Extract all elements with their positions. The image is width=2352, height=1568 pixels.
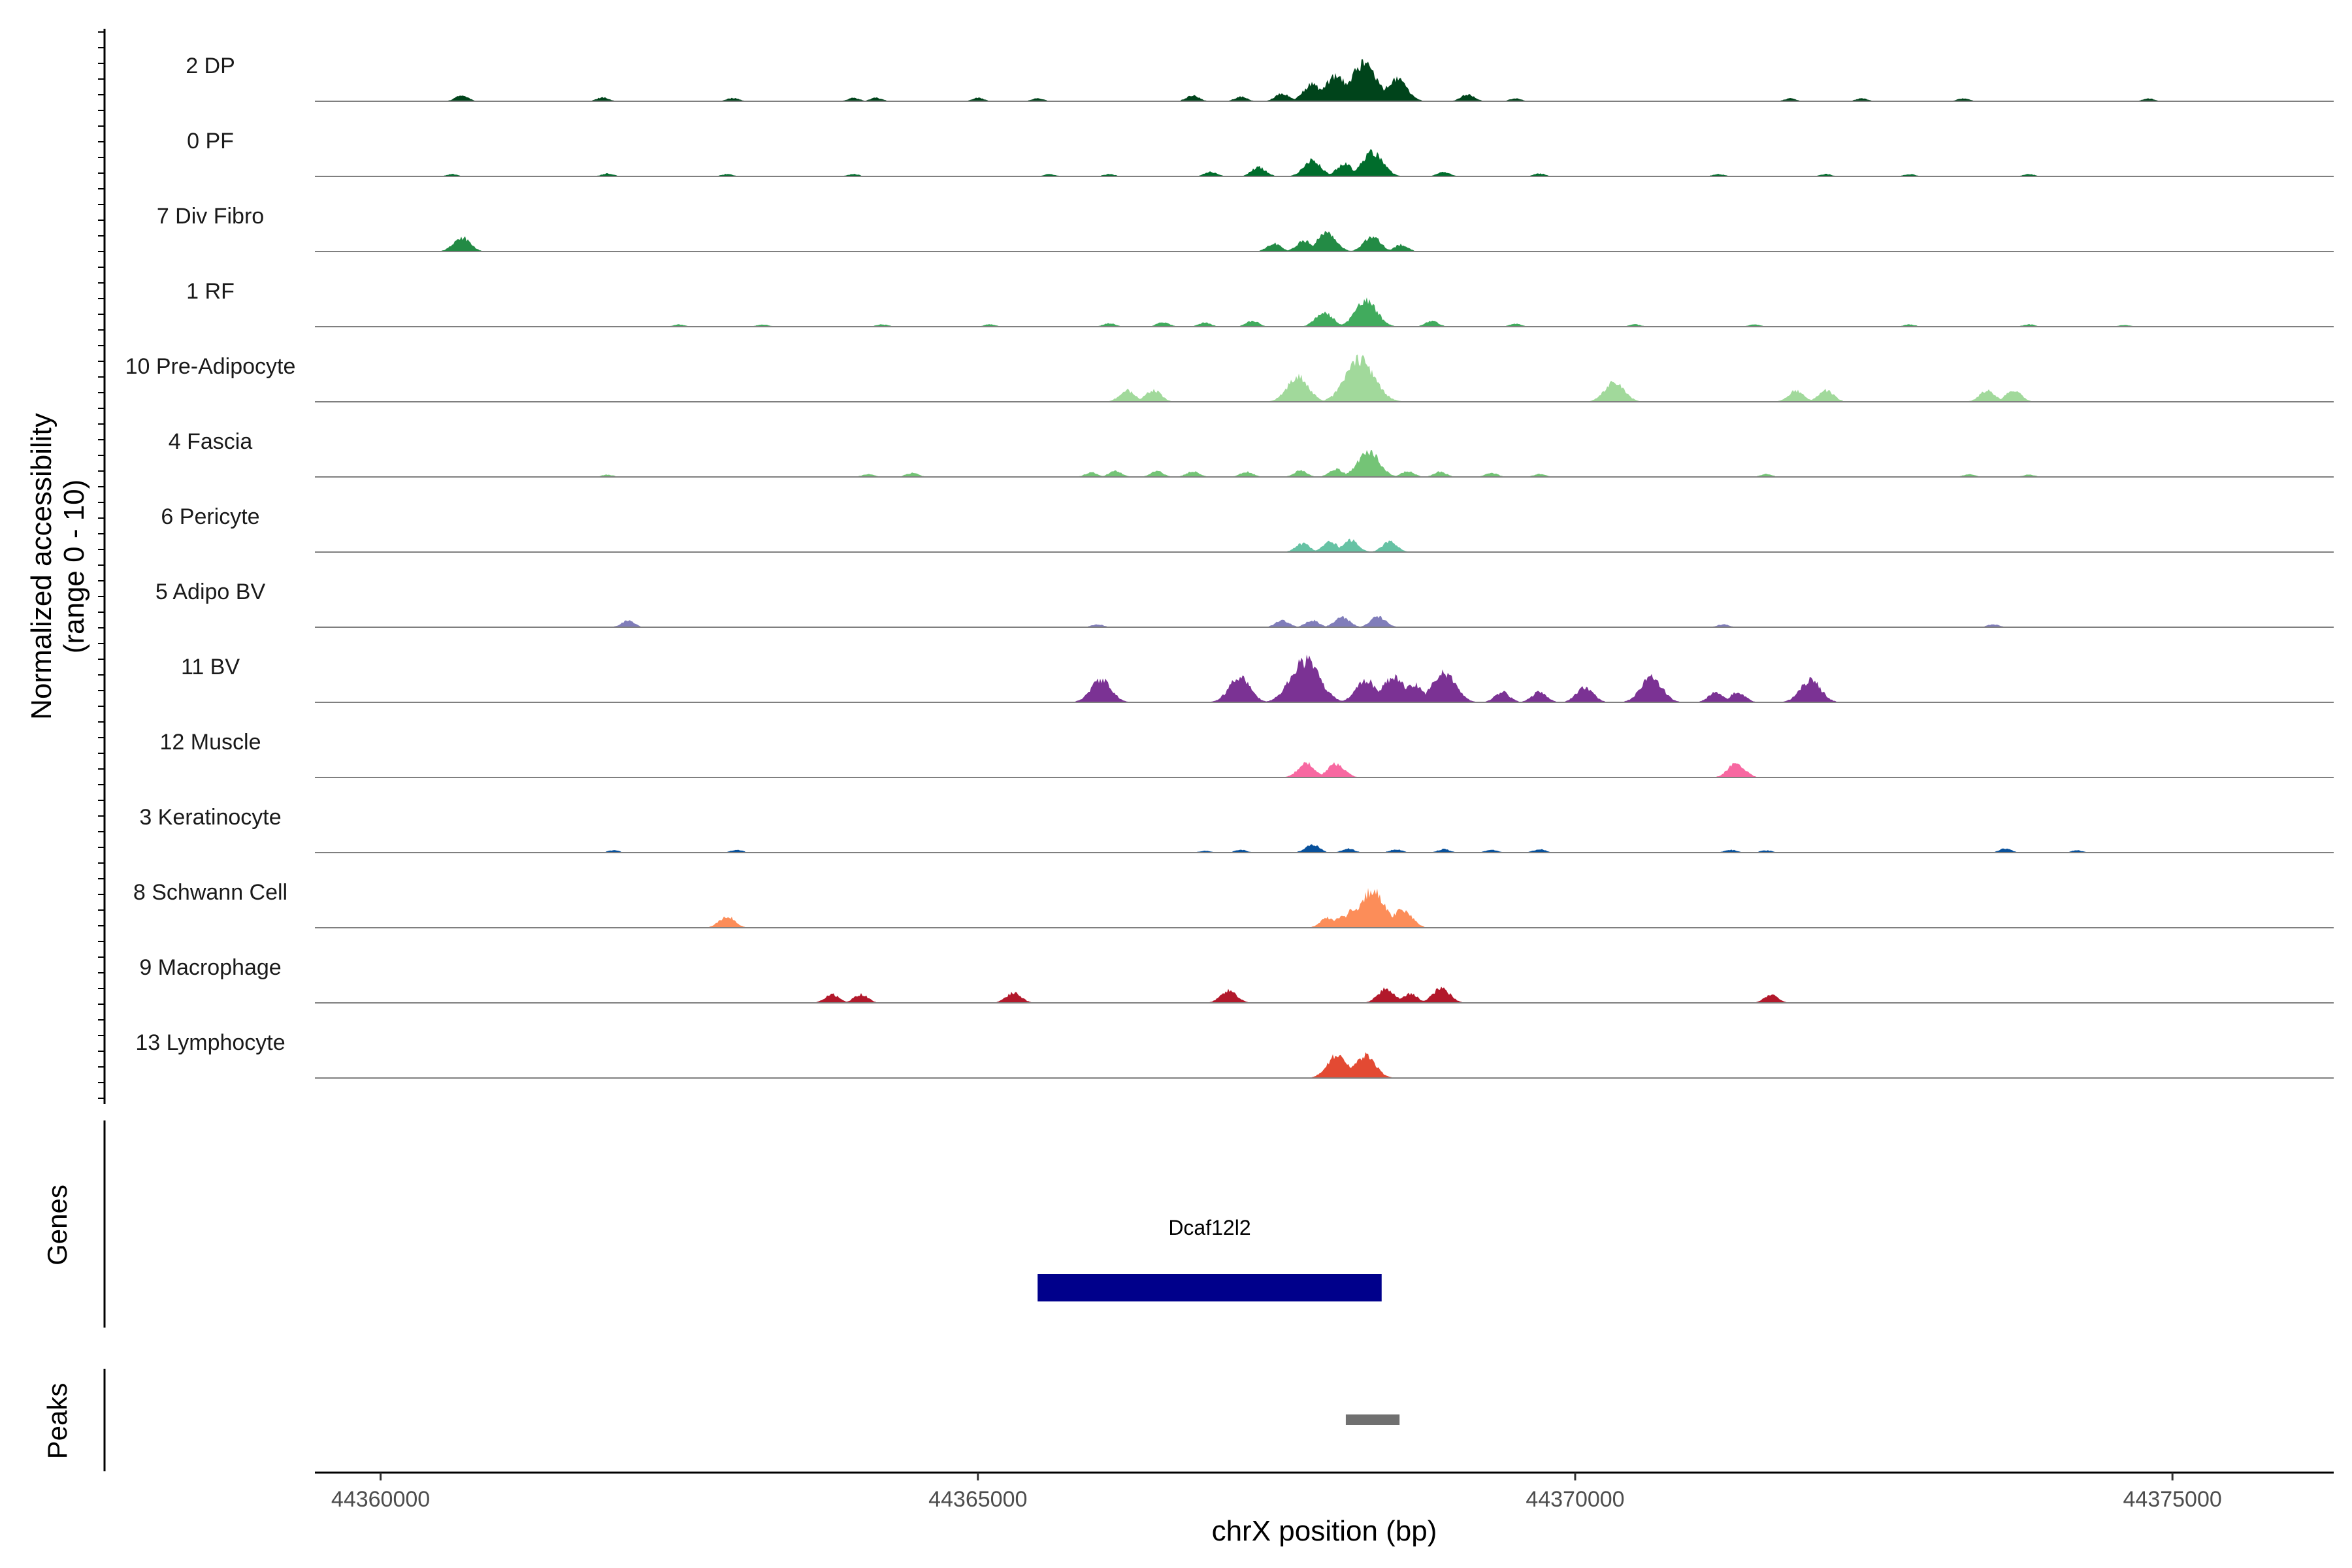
- track-1-rf: 1 RF: [186, 279, 2334, 327]
- x-axis-title: chrX position (bp): [1212, 1515, 1437, 1547]
- track-label: 9 Macrophage: [139, 955, 281, 980]
- track-2-dp: 2 DP: [186, 54, 2334, 102]
- y-axis-subtitle: (range 0 - 10): [58, 480, 90, 654]
- x-tick-label: 44375000: [2123, 1487, 2222, 1512]
- track-5-adipo-bv: 5 Adipo BV: [155, 580, 2334, 628]
- coverage-area: [315, 354, 2334, 402]
- coverage-area: [315, 762, 2334, 777]
- peak-region: [1345, 1414, 1400, 1425]
- track-label: 11 BV: [181, 655, 240, 679]
- x-tick-label: 44370000: [1526, 1487, 1624, 1512]
- x-axis: 44360000 44365000 44370000 44375000: [315, 1471, 2334, 1512]
- x-tick-label: 44360000: [331, 1487, 430, 1512]
- track-12-muscle: 12 Muscle: [160, 730, 2334, 778]
- track-label: 7 Div Fibro: [157, 204, 264, 229]
- coverage-area: [315, 655, 2334, 702]
- y-axis-title: Normalized accessibility: [25, 413, 57, 719]
- peaks-panel-label: Peaks: [42, 1383, 73, 1460]
- y-axis: [98, 29, 106, 1104]
- track-11-bv: 11 BV: [181, 655, 2334, 703]
- track-label: 1 RF: [186, 279, 235, 304]
- track-4-fascia: 4 Fascia: [169, 429, 2334, 478]
- track-label: 2 DP: [186, 54, 235, 78]
- coverage-area: [315, 59, 2334, 101]
- track-label: 13 Lymphocyte: [135, 1030, 285, 1055]
- accessibility-tracks: 2 DP 0 PF 7 Div Fibro 1 RF 10 Pre-Adipocyte 4…: [125, 54, 2334, 1079]
- track-13-lymphocyte: 13 Lymphocyte: [135, 1030, 2334, 1079]
- track-label: 4 Fascia: [169, 429, 253, 454]
- track-label: 3 Keratinocyte: [139, 805, 281, 830]
- coverage-area: [315, 844, 2334, 853]
- genes-panel-label: Genes: [42, 1184, 73, 1266]
- coverage-area: [315, 1052, 2334, 1078]
- genes-panel: Genes Dcaf12l2: [42, 1120, 1382, 1328]
- coverage-area: [315, 888, 2334, 928]
- x-tick-label: 44365000: [928, 1487, 1027, 1512]
- coverage-area: [315, 538, 2334, 552]
- track-8-schwann-cell: 8 Schwann Cell: [133, 880, 2334, 928]
- track-label: 0 PF: [187, 129, 234, 154]
- track-6-pericyte: 6 Pericyte: [161, 504, 2334, 553]
- track-label: 6 Pericyte: [161, 504, 259, 529]
- track-label: 5 Adipo BV: [155, 580, 266, 604]
- track-label: 8 Schwann Cell: [133, 880, 287, 905]
- coverage-area: [315, 615, 2334, 627]
- coverage-area: [315, 297, 2334, 327]
- track-3-keratinocyte: 3 Keratinocyte: [139, 805, 2334, 853]
- coverage-area: [315, 231, 2334, 252]
- track-10-pre-adipocyte: 10 Pre-Adipocyte: [125, 354, 2334, 402]
- coverage-area: [315, 987, 2334, 1003]
- track-9-macrophage: 9 Macrophage: [139, 955, 2334, 1004]
- coverage-area: [315, 449, 2334, 477]
- gene-label: Dcaf12l2: [1168, 1216, 1250, 1239]
- track-7-div-fibro: 7 Div Fibro: [157, 204, 2334, 252]
- track-label: 12 Muscle: [160, 730, 261, 755]
- track-label: 10 Pre-Adipocyte: [125, 354, 296, 379]
- peaks-panel: Peaks: [42, 1369, 1400, 1471]
- coverage-area: [315, 149, 2334, 176]
- track-0-pf: 0 PF: [187, 129, 2334, 177]
- gene-body: [1037, 1274, 1382, 1301]
